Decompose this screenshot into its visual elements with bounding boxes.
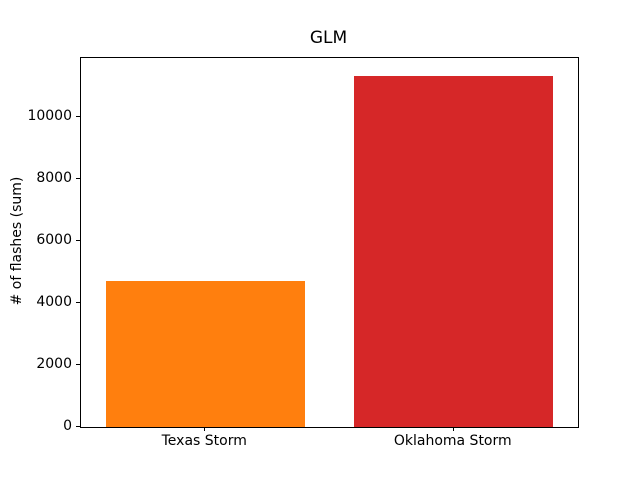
x-tick-label-oklahoma-storm: Oklahoma Storm [393,433,512,449]
bar-texas-storm [105,281,305,427]
y-tick-label: 6000 [36,231,72,248]
x-tick-mark [452,427,454,431]
x-tick-label-texas-storm: Texas Storm [161,433,247,449]
y-tick-mark [76,301,80,303]
y-tick-mark [76,426,80,427]
y-tick-label: 2000 [36,355,72,372]
y-tick-label: 0 [63,418,72,434]
x-tick-mark [204,427,206,431]
bar-oklahoma-storm [354,75,554,427]
y-tick-mark [76,177,80,179]
y-tick-mark [76,363,80,365]
y-tick-mark [76,115,80,117]
y-tick-mark [76,239,80,241]
plot-area [80,57,579,428]
y-tick-label: 10000 [27,107,72,124]
y-tick-label: 8000 [36,169,72,186]
y-tick-label: 4000 [36,293,72,310]
chart-title: GLM [309,28,348,48]
